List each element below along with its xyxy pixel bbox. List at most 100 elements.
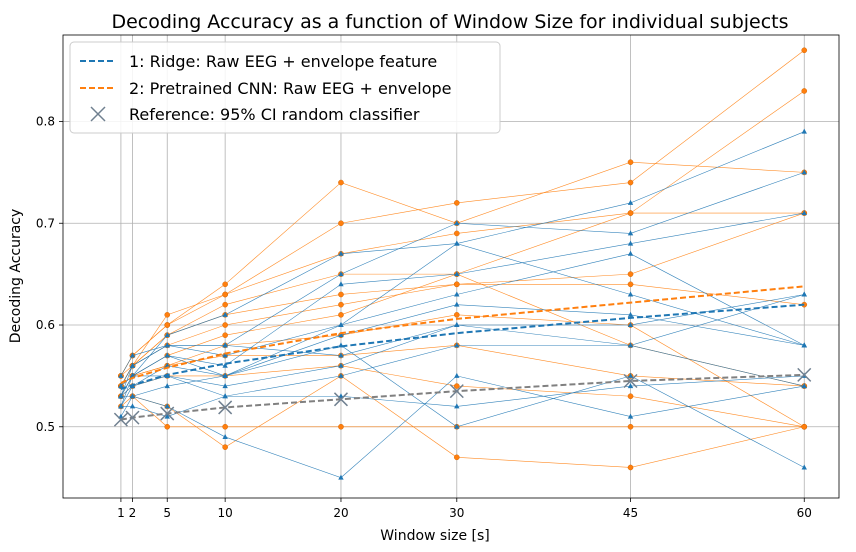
cnn-subject-point <box>801 423 808 430</box>
plot-frame <box>62 34 840 499</box>
x-tick-label: 2 <box>129 506 137 520</box>
ridge-subject-point <box>222 342 228 348</box>
cnn-subject-point <box>164 322 171 328</box>
ridge-mean-line <box>120 303 805 391</box>
x-tick-label: 10 <box>218 506 233 520</box>
ridge-subject-point <box>338 372 344 378</box>
cnn-subject-point <box>627 464 634 471</box>
tick-labels: 1 2 5 10 20 30 45 60 0.5 0.6 0.7 0.8 <box>36 114 812 520</box>
cnn-subject-point <box>453 200 460 206</box>
ridge-subject-line <box>120 345 805 468</box>
reference-marker <box>113 412 128 427</box>
ridge-subject-point <box>801 169 807 175</box>
ridge-subject-point <box>222 352 228 358</box>
ridge-subject-point <box>627 250 634 256</box>
cnn-subject-point <box>338 423 344 430</box>
ridge-subject-point <box>627 322 634 328</box>
ridge-subject-point <box>454 291 460 297</box>
cnn-subject-point <box>627 423 634 430</box>
legend-reference-label: Reference: 95% CI random classifier <box>129 105 420 124</box>
y-tick-label: 0.6 <box>36 318 55 332</box>
ridge-subject-point <box>627 383 634 389</box>
cnn-subject-point <box>338 312 344 318</box>
cnn-subject-point <box>627 281 634 288</box>
ridge-subject-point <box>164 352 170 358</box>
ridge-subject-line <box>120 243 805 377</box>
cnn-subject-point <box>338 291 344 298</box>
reference-marker-stroke <box>449 384 464 399</box>
y-tick-label: 0.8 <box>36 114 55 128</box>
cnn-subject-point <box>627 271 634 277</box>
cnn-subject-point <box>222 322 228 328</box>
ridge-subject-point <box>801 128 807 134</box>
reference-marker-stroke <box>623 373 638 389</box>
x-tick-label: 1 <box>117 506 125 520</box>
ridge-subject-point <box>222 383 228 389</box>
ridge-subject-point <box>454 220 460 226</box>
ridge-subject-point <box>454 271 460 277</box>
ridge-subject-point <box>338 322 344 328</box>
reference-marker-stroke <box>333 392 349 407</box>
chart-title: Decoding Accuracy as a function of Windo… <box>111 11 788 33</box>
ridge-subject-point <box>627 199 634 205</box>
cnn-subject-point <box>627 159 634 165</box>
ridge-subject-point <box>627 240 634 246</box>
ridge-subject-point <box>627 291 634 297</box>
ridge-subject-point <box>801 291 807 297</box>
ridge-subject-point <box>627 372 634 378</box>
ridge-subject-point <box>338 271 344 277</box>
ridge-subject-point <box>338 332 344 338</box>
ridge-subject-point <box>801 383 807 389</box>
cnn-subject-point <box>801 88 808 94</box>
cnn-subject-point <box>222 444 228 450</box>
ridge-subject-point <box>801 210 807 216</box>
cnn-subject-line <box>120 212 805 387</box>
ridge-subject-point <box>118 393 124 399</box>
legend: 1: Ridge: Raw EEG + envelope feature 2: … <box>69 41 501 134</box>
y-tick-label: 0.7 <box>36 216 55 230</box>
cnn-subject-point <box>338 301 344 308</box>
reference-marker <box>125 410 140 425</box>
reference-marker <box>449 384 464 399</box>
ridge-subject-point <box>627 342 634 348</box>
cnn-subject-line <box>120 50 805 387</box>
ridge-subject-point <box>164 413 170 419</box>
legend-box <box>69 41 501 134</box>
reference-marker <box>797 367 812 382</box>
reference-marker <box>623 373 638 389</box>
cnn-subject-point <box>222 291 228 298</box>
ridge-subject-point <box>627 413 634 419</box>
ridge-subject-line <box>120 375 805 478</box>
cnn-subject-point <box>222 301 228 308</box>
ridge-subject-point <box>222 362 228 368</box>
ridge-subject-point <box>164 383 170 389</box>
ridge-subject-point <box>454 240 460 246</box>
reference-marker <box>218 400 233 415</box>
ridge-subject-line <box>120 294 805 387</box>
x-tick-label: 30 <box>449 506 464 520</box>
ridge-subject-point <box>454 322 460 328</box>
ridge-subject-point <box>338 474 344 480</box>
reference-marker-stroke <box>797 367 812 382</box>
cnn-subject-point <box>164 423 171 430</box>
axes <box>59 34 840 502</box>
cnn-subject-point <box>453 281 460 288</box>
cnn-subject-point <box>453 312 460 318</box>
legend-ridge-label: 1: Ridge: Raw EEG + envelope feature <box>129 52 437 71</box>
ridge-subject-point <box>129 362 136 368</box>
cnn-subject-point <box>627 179 634 186</box>
mean-lines <box>113 285 812 427</box>
ridge-subject-point <box>627 311 634 317</box>
ridge-subject-line <box>120 131 805 397</box>
cnn-mean-line <box>120 285 805 384</box>
x-tick-label: 60 <box>797 506 812 520</box>
ridge-subject-point <box>454 301 460 307</box>
cnn-subject-point <box>627 210 634 216</box>
ridge-subject-point <box>338 352 344 358</box>
reference-marker <box>160 406 175 421</box>
ridge-subject-point <box>454 342 460 348</box>
legend-cnn-label: 2: Pretrained CNN: Raw EEG + envelope <box>129 79 451 98</box>
cnn-subject-point <box>338 220 344 227</box>
